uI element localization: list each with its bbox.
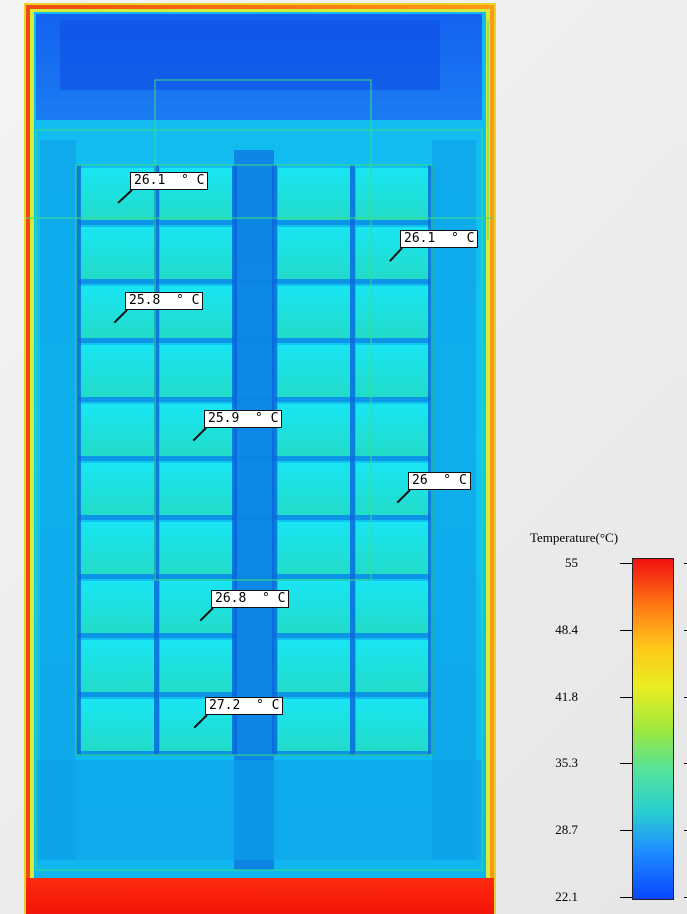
probe-label-p4: 25.9 ° C (204, 410, 283, 428)
shelf-post (76, 165, 81, 755)
thermal-map (24, 3, 496, 914)
shelf-cell (80, 699, 154, 751)
shelf-divider (78, 456, 430, 461)
shelf-post (154, 165, 159, 755)
outline-main (35, 129, 483, 871)
legend-tick-label: 28.7 (555, 822, 578, 838)
shelf-cell (80, 463, 154, 515)
shelf-post (428, 165, 433, 755)
shelf-cell (278, 463, 350, 515)
legend-tick-mark (620, 897, 632, 898)
probe-label-p2: 26.1 ° C (400, 230, 479, 248)
legend-tick-label: 48.4 (555, 621, 578, 637)
legend-tick-mark-right (684, 763, 687, 765)
shelf-cell (160, 463, 232, 515)
left-channel (40, 140, 76, 860)
shelf-cell (356, 640, 428, 692)
probe-label-p7: 27.2 ° C (205, 697, 284, 715)
shelf-cell (80, 640, 154, 692)
legend-tick-mark (620, 763, 632, 765)
shelf-cell (356, 581, 428, 633)
shelf-cell (160, 640, 232, 692)
shelf-divider (78, 220, 430, 225)
shelf-divider (78, 338, 430, 343)
legend-tick-mark-right (684, 897, 687, 898)
legend-tick-mark (620, 696, 632, 698)
legend-tick-mark-right (684, 563, 687, 564)
shelf-cell (160, 227, 232, 279)
legend-tick-mark-right (684, 696, 687, 698)
shelf-divider (78, 397, 430, 402)
shelf-cell (278, 286, 350, 338)
legend-tick-label: 55 (565, 555, 578, 570)
legend-tick-label: 35.3 (555, 755, 578, 771)
shelf-post (232, 165, 237, 755)
shelf-cell (278, 699, 350, 751)
shelf-cell (278, 640, 350, 692)
shelf-cell (80, 404, 154, 456)
shelf-cell (278, 404, 350, 456)
probe-label-p5: 26 ° C (408, 472, 471, 490)
shelf-cell (160, 522, 232, 574)
shelf-post (350, 165, 355, 755)
shelf-cell (160, 345, 232, 397)
shelf-cell (278, 227, 350, 279)
shelf-cell (356, 286, 428, 338)
shelf-cell (278, 581, 350, 633)
legend-tick-mark-right (684, 629, 687, 631)
shelf-cell (278, 522, 350, 574)
probe-label-p3: 25.8 ° C (125, 292, 204, 310)
shelf-cell (80, 522, 154, 574)
probe-label-p1: 26.1 ° C (130, 172, 209, 190)
legend-tick-mark (620, 629, 632, 631)
shelf-divider (78, 279, 430, 284)
shelf-cell (80, 227, 154, 279)
shelf-cell (80, 581, 154, 633)
shelf-cell (356, 699, 428, 751)
shelf-post (272, 165, 277, 755)
lower-region (36, 760, 482, 860)
legend-tick-mark (620, 830, 632, 832)
legend-title: Temperature(°C) (530, 530, 619, 545)
legend-tick-mark-right (684, 830, 687, 832)
shelf-divider (78, 692, 430, 697)
shelf-divider (78, 633, 430, 638)
shelf-divider (78, 751, 430, 756)
legend-tick-label: 41.8 (555, 688, 578, 704)
probe-label-p6: 26.8 ° C (211, 590, 290, 608)
outline-inner (75, 164, 433, 756)
shelf-cell (356, 522, 428, 574)
legend-tick-label: 22.1 (555, 889, 578, 904)
shelf-cell (356, 404, 428, 456)
center-channel (234, 150, 274, 870)
shelf-cell (356, 168, 428, 220)
shelf-divider (78, 574, 430, 579)
legend-tick-mark (620, 563, 632, 564)
right-channel (432, 140, 476, 860)
shelf-cell (278, 345, 350, 397)
top-panel-dark (60, 20, 440, 90)
color-scale-bar (632, 558, 674, 900)
bottom-hot-strip (26, 878, 494, 914)
shelf-cell (80, 345, 154, 397)
outline-probe-box (154, 79, 372, 581)
shelf-divider (78, 515, 430, 520)
shelf-cell (278, 168, 350, 220)
shelf-cell (356, 345, 428, 397)
